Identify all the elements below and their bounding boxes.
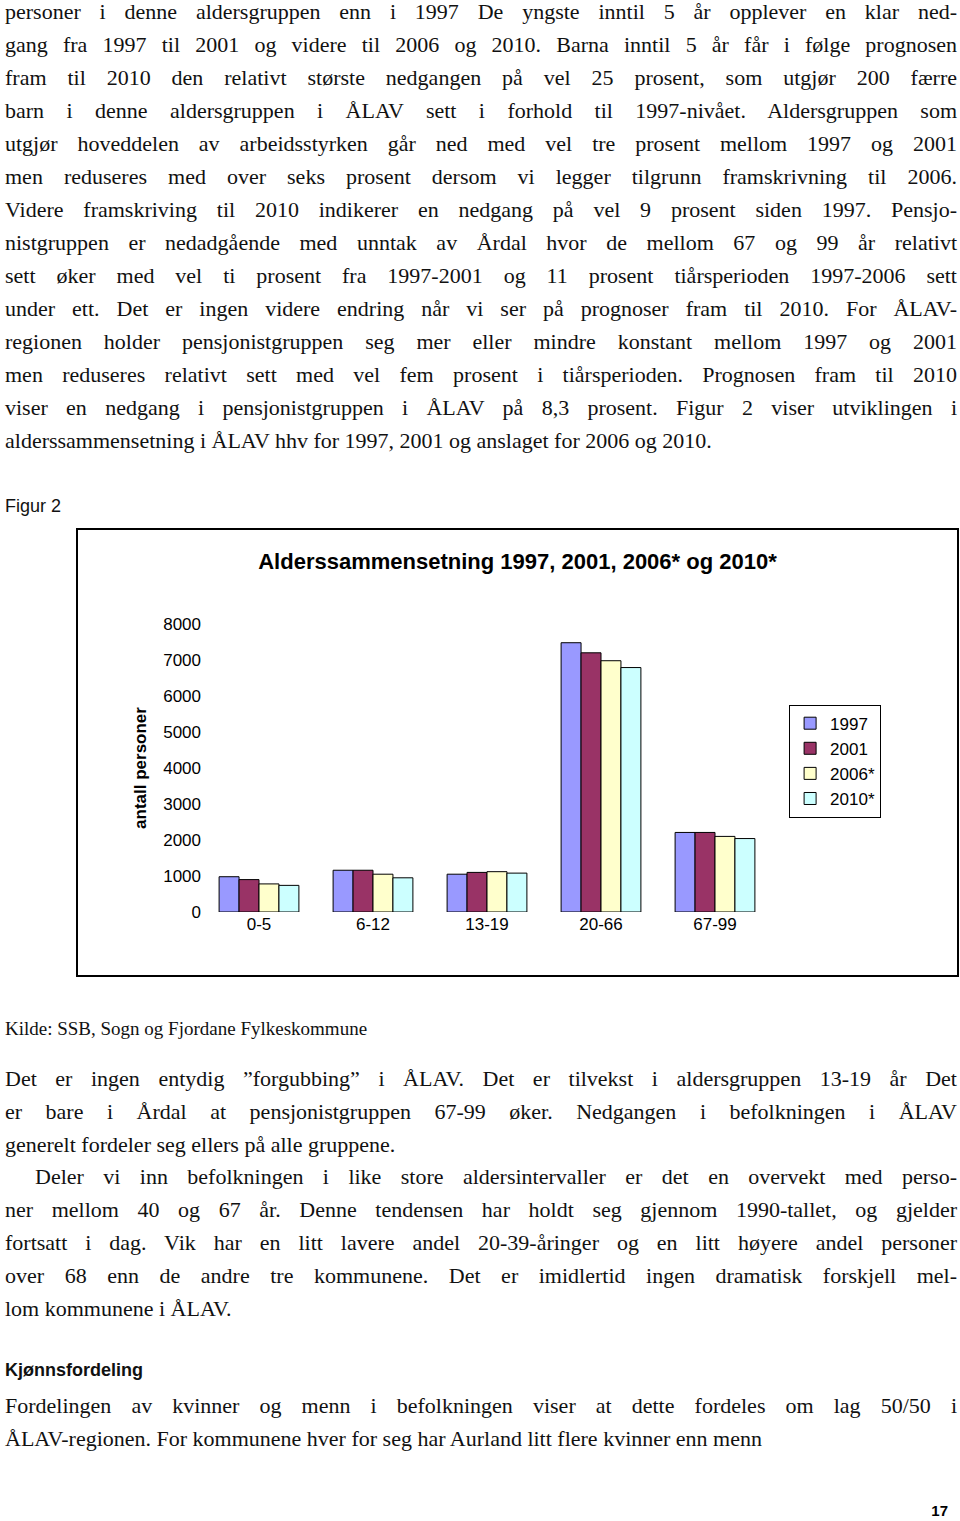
html-text:under ett. Det er ingen videre: under ett. Det er ingen videre endring n…	[5, 296, 957, 321]
svg-text:6000: 6000	[163, 687, 201, 706]
svg-text:2010*: 2010*	[830, 790, 875, 809]
html-text:Det er ingen entydig ”forgubbi: Det er ingen entydig ”forgubbing” i ÅLAV…	[5, 1066, 957, 1091]
svg-text:2006*: 2006*	[830, 765, 875, 784]
html-text:alderssammensetning i ÅLAV hhv: alderssammensetning i ÅLAV hhv for 1997,…	[5, 428, 712, 453]
html-text:Figur 2: Figur 2	[5, 496, 61, 516]
html-text:ner mellom 40 og 67 år. Denne: ner mellom 40 og 67 år. Denne tendensen …	[5, 1197, 957, 1222]
svg-text:1000: 1000	[163, 867, 201, 886]
svg-text:6-12: 6-12	[356, 915, 390, 934]
html-text:Kjønnsfordeling: Kjønnsfordeling	[5, 1360, 143, 1380]
svg-text:1997: 1997	[830, 715, 868, 734]
svg-text:20-66: 20-66	[579, 915, 622, 934]
html-text:ÅLAV-regionen. For kommunene h: ÅLAV-regionen. For kommunene hver for se…	[5, 1426, 762, 1451]
svg-text:3000: 3000	[163, 795, 201, 814]
svg-text:Alderssammensetning 1997, 2001: Alderssammensetning 1997, 2001, 2006* og…	[258, 549, 777, 574]
html-text:Fordelingen av kvinner og menn: Fordelingen av kvinner og menn i befolkn…	[5, 1393, 957, 1418]
html-text:generelt fordeler seg ellers p: generelt fordeler seg ellers på alle gru…	[5, 1132, 396, 1157]
html-text:fram til 2010 den relativt stø: fram til 2010 den relativt største nedga…	[5, 65, 957, 90]
svg-text:antall personer: antall personer	[131, 707, 150, 829]
svg-text:0: 0	[192, 903, 201, 922]
html-text:sett øker med vel ti prosent f: sett øker med vel ti prosent fra 1997-20…	[5, 263, 957, 288]
html-text:17: 17	[931, 1502, 948, 1519]
svg-text:7000: 7000	[163, 651, 201, 670]
html-text:over 68 enn de andre tre kommu: over 68 enn de andre tre kommunene. Det …	[5, 1263, 957, 1288]
svg-text:0-5: 0-5	[247, 915, 272, 934]
svg-text:13-19: 13-19	[465, 915, 508, 934]
html-text:men reduseres med over seks pr: men reduseres med over seks prosent ders…	[5, 164, 957, 189]
html-text:Videre framskriving til 2010 i: Videre framskriving til 2010 indikerer e…	[5, 197, 957, 222]
html-text:personer i denne aldersgruppen: personer i denne aldersgruppen enn i 199…	[5, 0, 957, 24]
html-text:lom kommunene i ÅLAV.: lom kommunene i ÅLAV.	[5, 1296, 232, 1321]
html-text:fortsatt i dag. Vik har en lit: fortsatt i dag. Vik har en litt lavere a…	[5, 1230, 957, 1255]
html-text:barn i denne aldersgruppen i Å: barn i denne aldersgruppen i ÅLAV sett i…	[5, 98, 957, 123]
html-text:men reduseres relativt sett me: men reduseres relativt sett med vel fem …	[5, 362, 957, 387]
html-text:er bare i Årdal at pensjonistg: er bare i Årdal at pensjonistgruppen 67-…	[5, 1099, 957, 1124]
html-text:Kilde: SSB, Sogn og Fjordane F: Kilde: SSB, Sogn og Fjordane Fylkeskommu…	[5, 1018, 368, 1039]
html-text:regionen holder pensjonistgrup: regionen holder pensjonistgruppen seg me…	[5, 329, 957, 354]
html-text:gang fra 1997 til 2001 og vide: gang fra 1997 til 2001 og videre til 200…	[5, 32, 957, 57]
svg-text:2001: 2001	[830, 740, 868, 759]
svg-text:67-99: 67-99	[693, 915, 736, 934]
svg-text:2000: 2000	[163, 831, 201, 850]
svg-text:5000: 5000	[163, 723, 201, 742]
svg-text:4000: 4000	[163, 759, 201, 778]
svg-text:8000: 8000	[163, 615, 201, 634]
html-text:Deler vi inn befolkningen i li: Deler vi inn befolkningen i like store a…	[35, 1164, 957, 1189]
html-text:utgjør hoveddelen av arbeidsst: utgjør hoveddelen av arbeidsstyrken går …	[5, 131, 957, 156]
html-text:viser en nedgang i pensjonistg: viser en nedgang i pensjonistgruppen i Å…	[5, 395, 957, 420]
html-text:nistgruppen er nedadgående med: nistgruppen er nedadgående med unntak av…	[5, 230, 957, 255]
